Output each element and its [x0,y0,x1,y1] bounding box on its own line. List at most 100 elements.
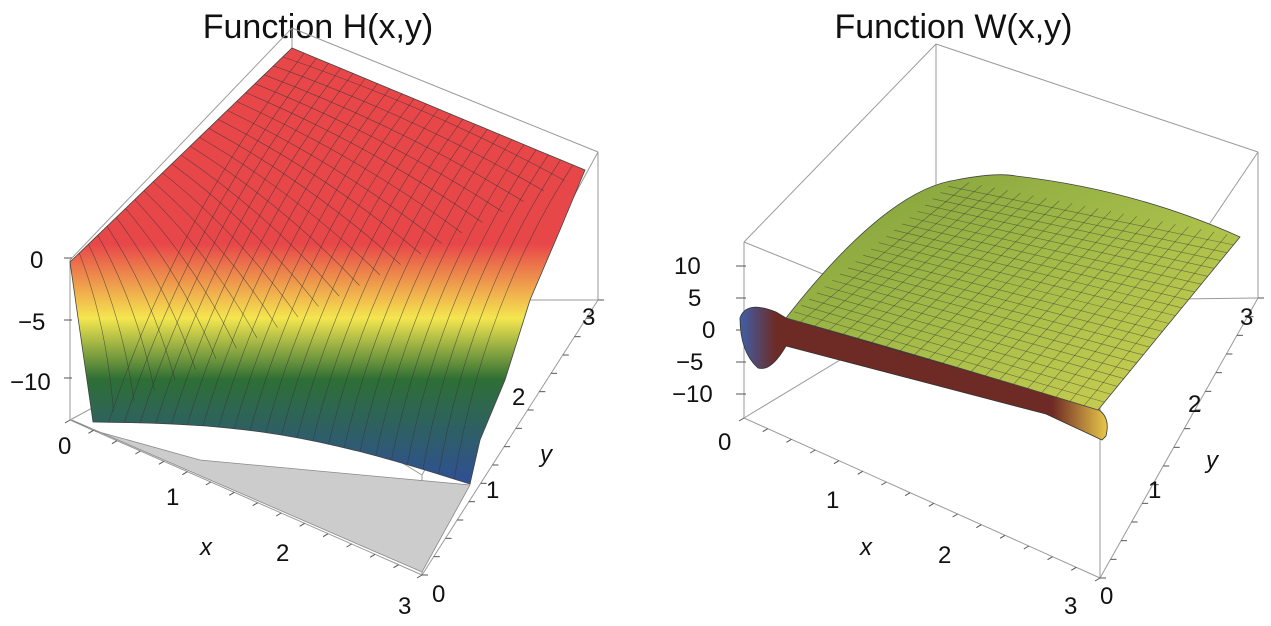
chart-h-ticks [64,257,604,579]
chart-w-mesh-line [941,208,1099,365]
chart-w-box-edge [935,43,1259,153]
chart-h-mesh-line [406,149,537,465]
chart-h-x-tick [229,491,235,496]
chart-h-x-tick [369,553,376,558]
chart-w-mesh-line [970,213,1125,373]
chart-h-mesh-line [454,164,574,480]
chart-h-x-tick [88,429,94,434]
chart-h-mesh-line [88,244,135,402]
chart-h-box-edge [291,27,599,153]
chart-w-panel: Function W(x,y) 10 5 0 −5 −10 0 1 2 3 0 1 2 3 x y [636,0,1271,626]
chart-h-x-tick [135,450,141,455]
chart-h-mesh-line [124,58,317,423]
chart-h-y-tick-label: 0 [432,581,445,608]
chart-w-mesh-line [927,205,1086,361]
chart-h-y-tick-label: 2 [512,384,525,411]
chart-h-mesh-line [265,103,427,433]
chart-h-x-tick-label: 2 [276,540,289,567]
chart-w-mesh-line [998,218,1150,381]
chart-w-xlabel: x [859,534,873,561]
chart-h-z-tick-label: −5 [18,309,45,336]
chart-h-mesh-line [391,144,525,461]
chart-w-x-tick-label: 2 [938,542,951,569]
chart-h-mesh-line [106,226,176,381]
chart-h-xlabel: x [199,534,213,561]
chart-w-y-tick-label: 3 [1240,304,1253,331]
chart-h-mesh-line [273,65,545,192]
chart-h-mesh-line [79,252,114,412]
chart-h-x-tick [64,419,71,424]
chart-w-x-tick [1047,556,1053,561]
chart-w-x-tick [809,449,816,454]
chart-h-y-tick-label: 1 [486,477,499,504]
chart-h-mesh-line [162,172,299,318]
chart-w-z-tick-label: 0 [702,317,715,344]
chart-h-x-tick [252,502,258,507]
chart-w-x-tick-label: 3 [1064,593,1077,620]
chart-w-x-tick [833,460,840,465]
chart-h-mesh-line [344,129,488,448]
chart-w-x-tick [857,470,863,475]
chart-w-mesh-line [856,192,1021,340]
chart-w-x-tick [928,502,935,507]
chart-h-mesh [79,52,574,480]
chart-w-mesh-line [814,184,983,327]
chart-w-x-tick [904,492,911,497]
chart-w-mesh-line [842,190,1008,335]
chart-h-mesh-line [153,181,278,328]
chart-w-mesh-line [885,197,1047,348]
chart-w-surface [785,174,1241,411]
chart-h-mesh-line [171,163,319,307]
chart-w-x-tick [952,513,958,518]
chart-w-x-tick [976,524,982,529]
chart-h-box-edge [69,419,423,576]
chart-h-mesh-line [139,63,329,423]
chart-w-x-tick [762,428,768,433]
chart-w-x-tick [738,417,745,422]
chart-h-mesh-line [249,98,415,431]
chart-w-mesh-line [913,203,1073,356]
chart-h-mesh-line [155,68,342,424]
chart-h-x-tick [393,564,399,569]
chart-h-mesh-line [208,128,401,265]
chart-w-y-tick-label: 1 [1148,477,1161,504]
chart-w-mesh-line [899,200,1060,352]
chart-h-x-tick [299,522,305,527]
chart-h-mesh-line [171,73,354,425]
chart-w-mesh-line [1055,229,1202,398]
chart-h-mesh-line [438,159,561,475]
chart-w-mesh-line [1083,234,1228,407]
chart-h-panel: Function H(x,y) 0 −5 −10 0 1 2 3 0 1 2 3 x y [10,8,604,620]
chart-w-x-tick [881,481,887,486]
chart-h-x-tick [111,440,118,445]
chart-h-mesh-line [190,145,360,286]
chart-h-mesh-line [134,199,237,349]
chart-h-mesh-line [296,113,451,438]
chart-h-x-tick [275,512,282,517]
chart-w-mesh-line [955,210,1112,369]
chart-w-mesh-line [1012,221,1163,386]
chart-w-mesh-line [870,195,1034,344]
chart-w-y-tick-label: 2 [1188,391,1201,418]
chart-h-x-tick [346,543,352,548]
chart-h-x-tick [158,460,165,465]
chart-h-title: Function H(x,y) [202,8,434,46]
chart-w-front-edge [739,306,1108,441]
chart-w-mesh-line [799,182,970,323]
chart-h-x-tick-label: 3 [398,593,411,620]
chart-h-mesh-line [234,93,403,429]
chart-w-mesh-line [1041,226,1189,394]
chart-w-mesh-line [1069,231,1215,402]
chart-w-box-edge [1099,297,1259,579]
chart-w-x-tick [1071,566,1077,571]
chart-h-mesh-line [422,154,549,470]
chart-h-box-edge [69,27,293,261]
chart-h-x-tick [182,471,188,476]
chart-h-mesh-line [227,110,442,244]
chart-w-z-tick-label: 5 [688,285,701,312]
chart-h-mesh-line [375,139,513,456]
chart-h-floor [71,419,471,573]
